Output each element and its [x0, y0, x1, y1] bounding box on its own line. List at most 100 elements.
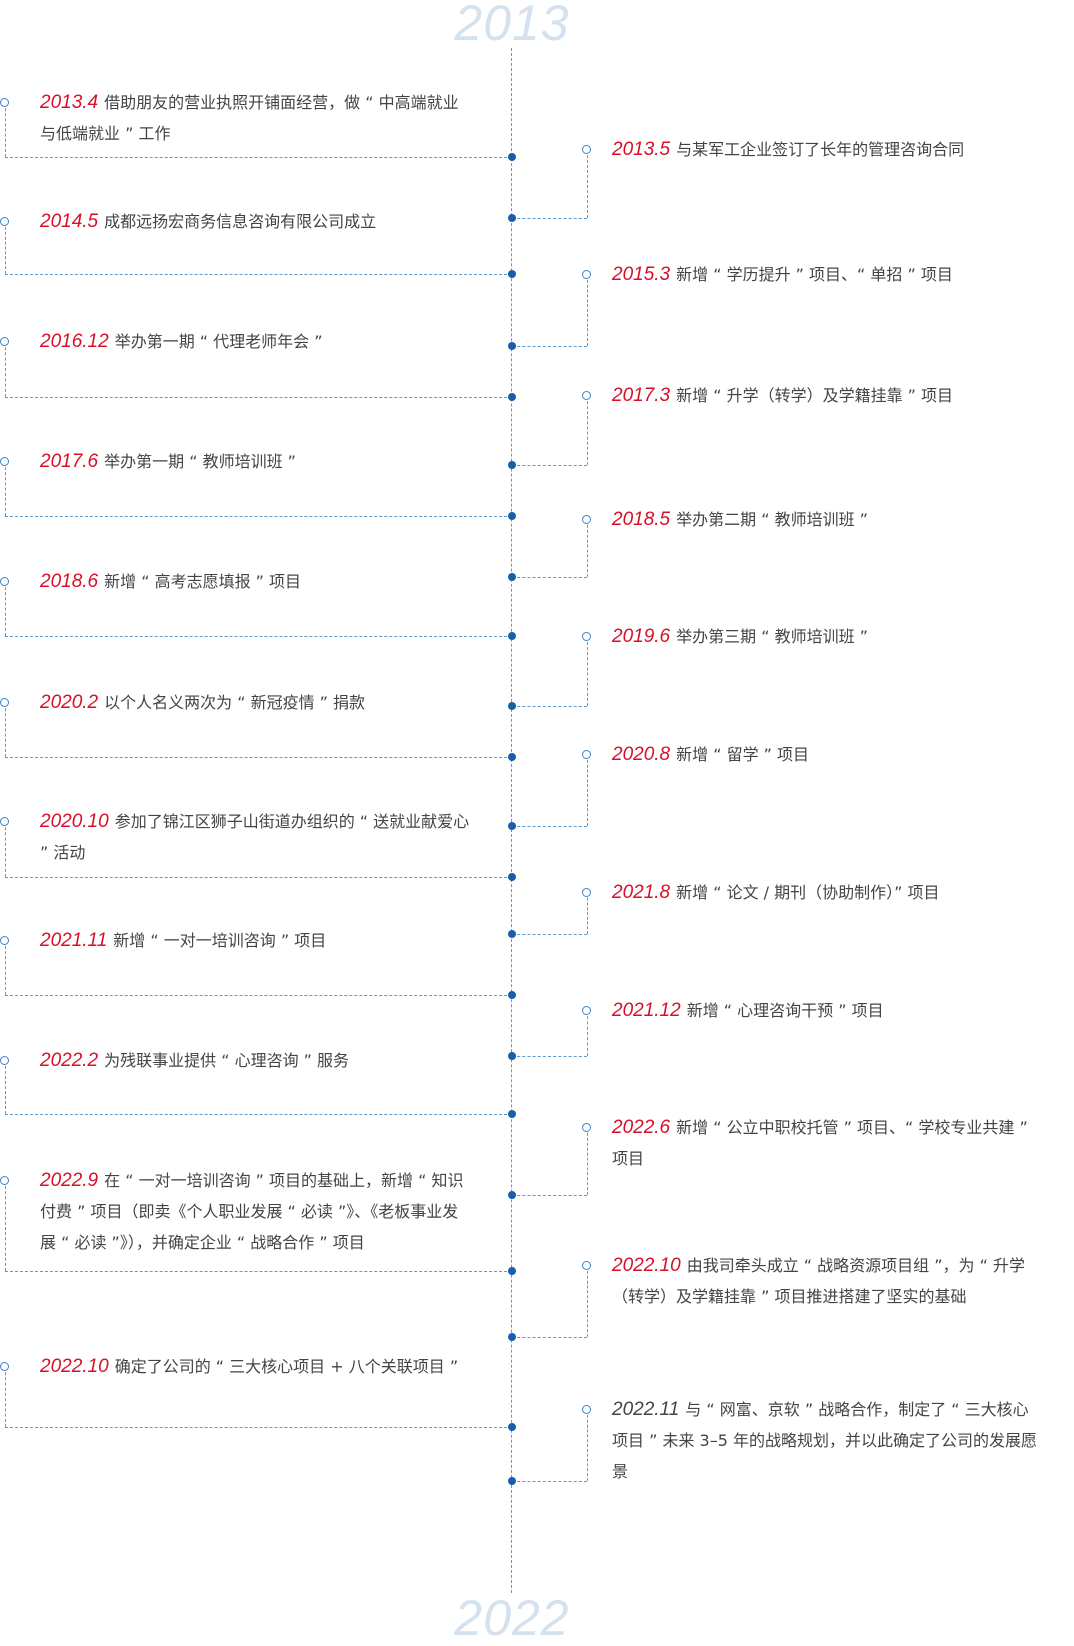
event-marker-ring-icon: [0, 577, 9, 586]
timeline-axis: [511, 38, 512, 1598]
event-description: 新增 “ 学历提升 ” 项目、“ 单招 ” 项目: [676, 265, 953, 284]
event-description: 新增 “ 留学 ” 项目: [676, 745, 810, 764]
connector-vertical: [587, 637, 588, 706]
timeline-node-dot-icon: [508, 1333, 516, 1341]
timeline-node-dot-icon: [508, 632, 516, 640]
event-marker-ring-icon: [0, 817, 9, 826]
event-marker-ring-icon: [582, 888, 591, 897]
timeline-event-left: 2020.2 以个人名义两次为 “ 新冠疫情 ” 捐款: [40, 687, 470, 718]
event-description: 借助朋友的营业执照开铺面经营，做 “ 中高端就业与低端就业 ” 工作: [40, 93, 459, 143]
event-marker-ring-icon: [582, 270, 591, 279]
connector-horizontal: [512, 1481, 587, 1482]
connector-vertical: [5, 462, 6, 516]
event-date: 2021.8: [612, 882, 671, 903]
timeline-node-dot-icon: [508, 822, 516, 830]
event-description: 新增 “ 一对一培训咨询 ” 项目: [113, 931, 327, 950]
connector-horizontal: [5, 397, 512, 398]
event-date: 2021.12: [612, 1000, 681, 1021]
event-date: 2022.10: [40, 1356, 109, 1377]
event-marker-ring-icon: [0, 698, 9, 707]
event-date: 2013.5: [612, 139, 671, 160]
event-marker-ring-icon: [582, 145, 591, 154]
connector-horizontal: [5, 274, 512, 275]
connector-horizontal: [5, 757, 512, 758]
event-description: 新增 “ 论文 / 期刊（协助制作）” 项目: [676, 883, 940, 902]
connector-horizontal: [5, 636, 512, 637]
connector-vertical: [587, 275, 588, 346]
timeline-event-right: 2022.11 与 “ 网富、京软 ” 战略合作，制定了 “ 三大核心项目 ” 未…: [612, 1394, 1042, 1487]
connector-vertical: [5, 222, 6, 274]
connector-horizontal: [5, 1271, 512, 1272]
connector-horizontal: [512, 577, 587, 578]
event-marker-ring-icon: [582, 750, 591, 759]
event-description: 参加了锦江区狮子山街道办组织的 “ 送就业献爱心 ” 活动: [40, 812, 470, 862]
event-marker-ring-icon: [0, 936, 9, 945]
connector-horizontal: [512, 826, 587, 827]
connector-vertical: [5, 103, 6, 157]
connector-horizontal: [512, 465, 587, 466]
connector-horizontal: [512, 218, 587, 219]
event-marker-ring-icon: [582, 515, 591, 524]
event-marker-ring-icon: [582, 391, 591, 400]
event-description: 新增 “ 高考志愿填报 ” 项目: [104, 572, 302, 591]
event-description: 举办第一期 “ 代理老师年会 ”: [114, 332, 323, 351]
event-description: 新增 “ 心理咨询干预 ” 项目: [686, 1001, 884, 1020]
timeline-node-dot-icon: [508, 342, 516, 350]
connector-vertical: [5, 941, 6, 995]
start-year-label: 2013: [450, 0, 574, 48]
timeline-event-left: 2013.4 借助朋友的营业执照开铺面经营，做 “ 中高端就业与低端就业 ” 工作: [40, 87, 470, 149]
timeline-node-dot-icon: [508, 573, 516, 581]
timeline-event-left: 2014.5 成都远扬宏商务信息咨询有限公司成立: [40, 206, 470, 237]
timeline-node-dot-icon: [508, 270, 516, 278]
event-description: 举办第二期 “ 教师培训班 ”: [676, 510, 868, 529]
event-date: 2017.3: [612, 385, 671, 406]
event-description: 在 “ 一对一培训咨询 ” 项目的基础上，新增 “ 知识付费 ” 项目（即卖《个…: [40, 1171, 464, 1252]
event-description: 与 “ 网富、京软 ” 战略合作，制定了 “ 三大核心项目 ” 未来 3–5 年…: [612, 1400, 1037, 1481]
event-marker-ring-icon: [582, 632, 591, 641]
event-marker-ring-icon: [0, 98, 9, 107]
timeline-event-right: 2021.12 新增 “ 心理咨询干预 ” 项目: [612, 995, 1042, 1026]
event-description: 新增 “ 升学（转学）及学籍挂靠 ” 项目: [676, 386, 954, 405]
timeline-event-left: 2022.9 在 “ 一对一培训咨询 ” 项目的基础上，新增 “ 知识付费 ” 项…: [40, 1165, 470, 1258]
connector-vertical: [5, 1367, 6, 1427]
timeline-event-right: 2017.3 新增 “ 升学（转学）及学籍挂靠 ” 项目: [612, 380, 1042, 411]
timeline-event-right: 2022.10 由我司牵头成立 “ 战略资源项目组 ”，为 “ 升学（转学）及学籍…: [612, 1250, 1042, 1312]
event-marker-ring-icon: [0, 1362, 9, 1371]
event-description: 成都远扬宏商务信息咨询有限公司成立: [104, 212, 377, 231]
end-year-label: 2022: [450, 1593, 574, 1643]
event-description: 举办第三期 “ 教师培训班 ”: [676, 627, 868, 646]
event-date: 2018.6: [40, 571, 99, 592]
event-date: 2013.4: [40, 92, 99, 113]
connector-vertical: [5, 703, 6, 757]
timeline-node-dot-icon: [508, 991, 516, 999]
connector-horizontal: [512, 1337, 587, 1338]
event-date: 2020.8: [612, 744, 671, 765]
event-description: 由我司牵头成立 “ 战略资源项目组 ”，为 “ 升学（转学）及学籍挂靠 ” 项目…: [612, 1256, 1025, 1306]
timeline-node-dot-icon: [508, 153, 516, 161]
connector-horizontal: [5, 516, 512, 517]
event-marker-ring-icon: [582, 1006, 591, 1015]
connector-horizontal: [512, 1056, 587, 1057]
event-date: 2020.2: [40, 692, 99, 713]
event-description: 以个人名义两次为 “ 新冠疫情 ” 捐款: [104, 693, 366, 712]
event-date: 2018.5: [612, 509, 671, 530]
connector-horizontal: [5, 1427, 512, 1428]
event-date: 2022.6: [612, 1117, 671, 1138]
connector-horizontal: [512, 1195, 587, 1196]
event-description: 举办第一期 “ 教师培训班 ”: [104, 452, 296, 471]
event-marker-ring-icon: [582, 1261, 591, 1270]
connector-vertical: [587, 1266, 588, 1337]
connector-horizontal: [5, 877, 512, 878]
connector-vertical: [587, 396, 588, 465]
connector-horizontal: [512, 346, 587, 347]
timeline-event-right: 2020.8 新增 “ 留学 ” 项目: [612, 739, 1042, 770]
connector-horizontal: [512, 934, 587, 935]
event-date: 2016.12: [40, 331, 109, 352]
event-date: 2021.11: [40, 930, 108, 951]
connector-horizontal: [5, 1114, 512, 1115]
connector-vertical: [5, 342, 6, 397]
connector-vertical: [5, 1061, 6, 1114]
timeline-event-right: 2021.8 新增 “ 论文 / 期刊（协助制作）” 项目: [612, 877, 1042, 908]
connector-horizontal: [5, 157, 512, 158]
timeline-event-left: 2016.12 举办第一期 “ 代理老师年会 ”: [40, 326, 470, 357]
